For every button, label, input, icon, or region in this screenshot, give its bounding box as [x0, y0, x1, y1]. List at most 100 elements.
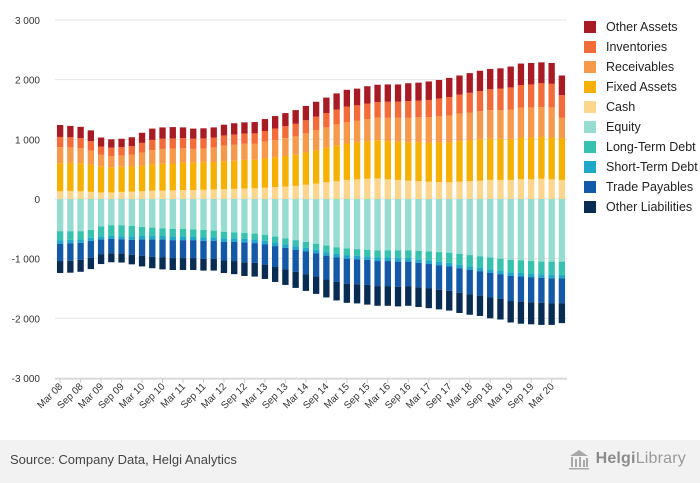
bar-segment — [77, 239, 84, 243]
bar-segment — [374, 117, 381, 141]
bar-segment — [476, 267, 484, 272]
bar-segment — [108, 238, 115, 254]
legend-swatch — [584, 61, 596, 73]
bar-segment — [210, 237, 217, 241]
bar-segment — [292, 199, 299, 241]
bar-segment — [333, 93, 340, 110]
bar-segment — [384, 250, 391, 258]
bar-segment — [446, 252, 453, 263]
bar-segment — [364, 86, 371, 104]
bar-segment — [302, 120, 310, 134]
bar-segment — [271, 246, 279, 268]
bar-segment — [456, 181, 463, 199]
bar-segment — [476, 295, 484, 316]
bar-segment — [231, 134, 238, 145]
bar-segment — [446, 96, 453, 116]
bar-segment — [67, 125, 74, 138]
bar-segment — [507, 66, 514, 88]
bar-segment — [128, 225, 135, 237]
bar-segment — [527, 302, 535, 325]
bar-segment — [548, 278, 555, 304]
bar-segment — [56, 147, 64, 164]
bar-segment — [200, 148, 207, 163]
bar-segment — [149, 199, 156, 228]
bar-segment — [220, 199, 228, 232]
bar-segment — [200, 138, 207, 149]
bar-segment — [179, 127, 187, 139]
bar-segment — [558, 303, 566, 324]
bar-segment — [405, 83, 412, 102]
bar-segment — [118, 199, 125, 226]
bar-segment — [538, 62, 545, 84]
bar-segment — [405, 258, 412, 262]
bar-segment — [67, 190, 74, 199]
bar-segment — [282, 186, 289, 199]
bar-segment — [56, 240, 64, 244]
bar-segment — [282, 113, 289, 127]
bar-segment — [261, 199, 269, 235]
bar-segment — [394, 199, 402, 251]
bar-segment — [384, 141, 391, 180]
bar-segment — [169, 138, 176, 149]
bar-segment — [425, 117, 432, 143]
bar-segment — [302, 105, 310, 121]
bar-segment — [333, 281, 340, 301]
bar-segment — [312, 116, 320, 131]
bar-segment — [77, 163, 84, 192]
bar-segment — [517, 63, 525, 86]
bar-segment — [415, 259, 422, 263]
bar-segment — [405, 286, 412, 306]
bar-segment — [497, 179, 504, 199]
bar-segment — [292, 249, 299, 272]
bar-segment — [128, 191, 135, 199]
bar-segment — [210, 230, 217, 238]
bar-segment — [220, 260, 228, 273]
bar-segment — [405, 250, 412, 259]
bar-segment — [231, 199, 238, 233]
legend-item: Receivables — [584, 57, 698, 77]
bar-segment — [323, 279, 330, 298]
bar-segment — [353, 249, 361, 256]
bar-segment — [476, 180, 484, 199]
bar-segment — [487, 179, 494, 199]
bar-segment — [56, 125, 64, 137]
bar-segment — [548, 62, 555, 84]
legend-item: Other Liabilities — [584, 197, 698, 217]
bar-segment — [87, 237, 95, 242]
bar-segment — [138, 152, 146, 166]
bar-segment — [231, 241, 238, 262]
bar-segment — [343, 248, 351, 256]
bars — [56, 62, 566, 325]
bar-segment — [435, 142, 443, 182]
bar-segment — [118, 236, 125, 240]
bar-segment — [169, 258, 176, 270]
bar-segment — [271, 187, 279, 199]
bar-segment — [435, 116, 443, 143]
bar-segment — [190, 258, 197, 270]
bar-segment — [282, 269, 289, 285]
bar-segment — [548, 179, 555, 199]
bar-segment — [261, 119, 269, 131]
bar-segment — [497, 88, 504, 111]
bar-segment — [323, 147, 330, 183]
y-tick-label: -2 000 — [12, 314, 41, 325]
bar-segment — [466, 112, 473, 141]
bar-segment — [179, 162, 187, 191]
y-tick-label: -3 000 — [12, 374, 41, 385]
bar-segment — [456, 199, 463, 254]
bar-segment — [128, 236, 135, 240]
bar-segment — [292, 240, 299, 247]
bar-segment — [190, 148, 197, 163]
bar-segment — [77, 138, 84, 149]
bar-segment — [374, 257, 381, 262]
bar-segment — [343, 106, 351, 123]
bar-segment — [435, 265, 443, 290]
bar-segment — [271, 236, 279, 243]
bar-segment — [159, 148, 166, 164]
bar-segment — [384, 101, 391, 118]
bar-segment — [128, 239, 135, 255]
bar-segment — [118, 191, 125, 199]
bar-segment — [108, 192, 115, 199]
legend-label: Other Assets — [606, 20, 678, 34]
bar-segment — [67, 231, 74, 240]
